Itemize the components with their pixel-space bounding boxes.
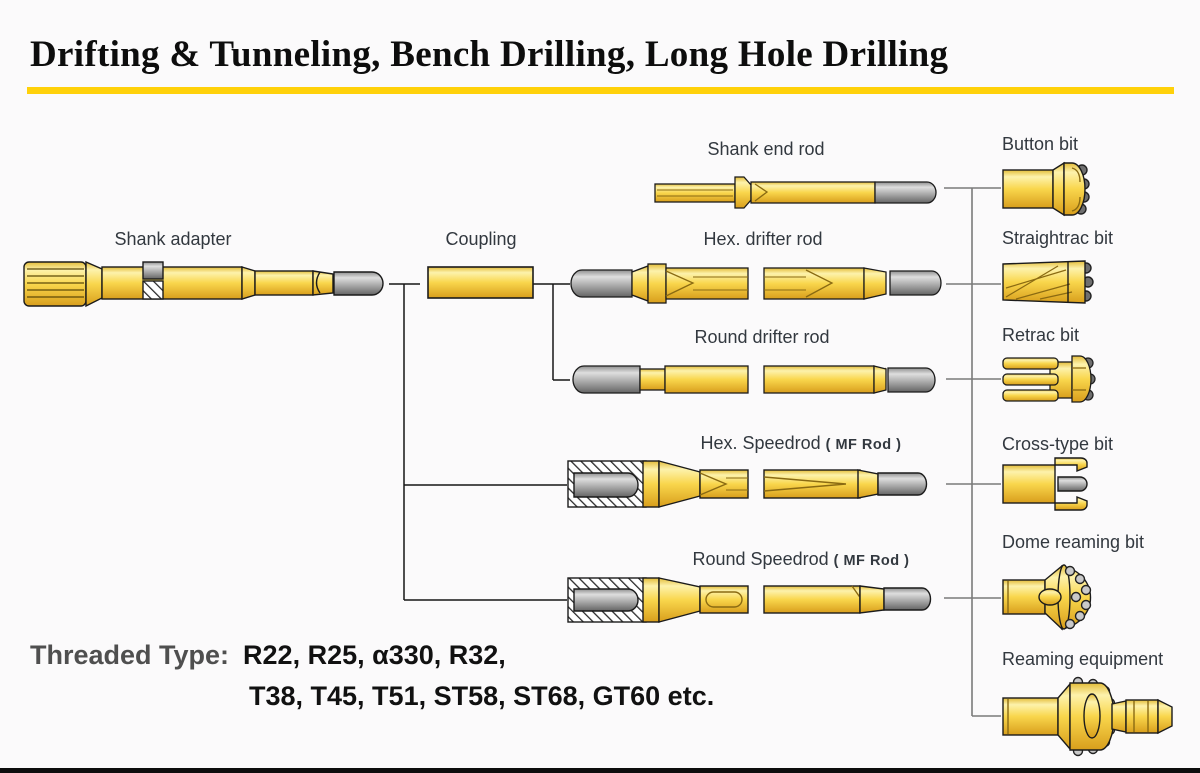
mf-rod-suffix: ( MF Rod )	[825, 437, 902, 453]
hex-drifter-rod-label: Hex. drifter rod	[703, 229, 823, 249]
page-title: Drifting & Tunneling, Bench Drilling, Lo…	[30, 34, 949, 75]
shank-end-rod-label: Shank end rod	[707, 139, 825, 159]
button-bit-label: Button bit	[1002, 134, 1079, 154]
straightrac-bit-label: Straightrac bit	[1002, 228, 1114, 248]
shank-end-rod-figure	[654, 176, 937, 209]
left-connector-lines	[389, 283, 570, 601]
retrac-bit-label: Retrac bit	[1002, 325, 1080, 345]
cross-type-bit-label: Cross-type bit	[1002, 434, 1114, 454]
threaded-type-values-1: R22, R25, α330, R32,	[243, 640, 506, 670]
bottom-divider-bar	[0, 768, 1200, 773]
threaded-type-values-2: T38, T45, T51, ST58, ST68, GT60 etc.	[249, 681, 715, 711]
coupling-figure	[427, 266, 534, 299]
round-speedrod-label: Round Speedrod ( MF Rod )	[692, 549, 910, 569]
hex-speedrod-figure	[567, 460, 928, 508]
reaming-equipment-figure	[1002, 676, 1173, 757]
threaded-type-label: Threaded Type:	[30, 640, 230, 670]
title-underline	[27, 87, 1174, 94]
hex-drifter-rod-figure	[570, 263, 942, 304]
straightrac-bit-figure	[1002, 260, 1094, 304]
dome-reaming-bit-label: Dome reaming bit	[1002, 532, 1145, 552]
retrac-bit-figure	[1002, 355, 1096, 403]
coupling-label: Coupling	[445, 229, 517, 249]
reaming-equipment-label: Reaming equipment	[1002, 649, 1164, 669]
button-bit-figure	[1002, 161, 1090, 217]
hex-speedrod-label: Hex. Speedrod ( MF Rod )	[700, 433, 902, 453]
threaded-type-row2: T38, T45, T51, ST58, ST68, GT60 etc.	[249, 681, 714, 712]
dome-reaming-bit-figure	[1002, 564, 1092, 631]
round-drifter-rod-label: Round drifter rod	[694, 327, 830, 347]
cross-type-bit-figure	[1002, 457, 1088, 511]
threaded-type-row1: Threaded Type: R22, R25, α330, R32,	[30, 640, 506, 671]
round-speedrod-figure	[567, 577, 932, 623]
shank-adapter-figure	[23, 260, 384, 308]
shank-adapter-label: Shank adapter	[114, 229, 232, 249]
mf-rod-suffix: ( MF Rod )	[833, 553, 910, 569]
right-connector-lines	[944, 187, 1001, 717]
round-drifter-rod-figure	[572, 365, 936, 394]
